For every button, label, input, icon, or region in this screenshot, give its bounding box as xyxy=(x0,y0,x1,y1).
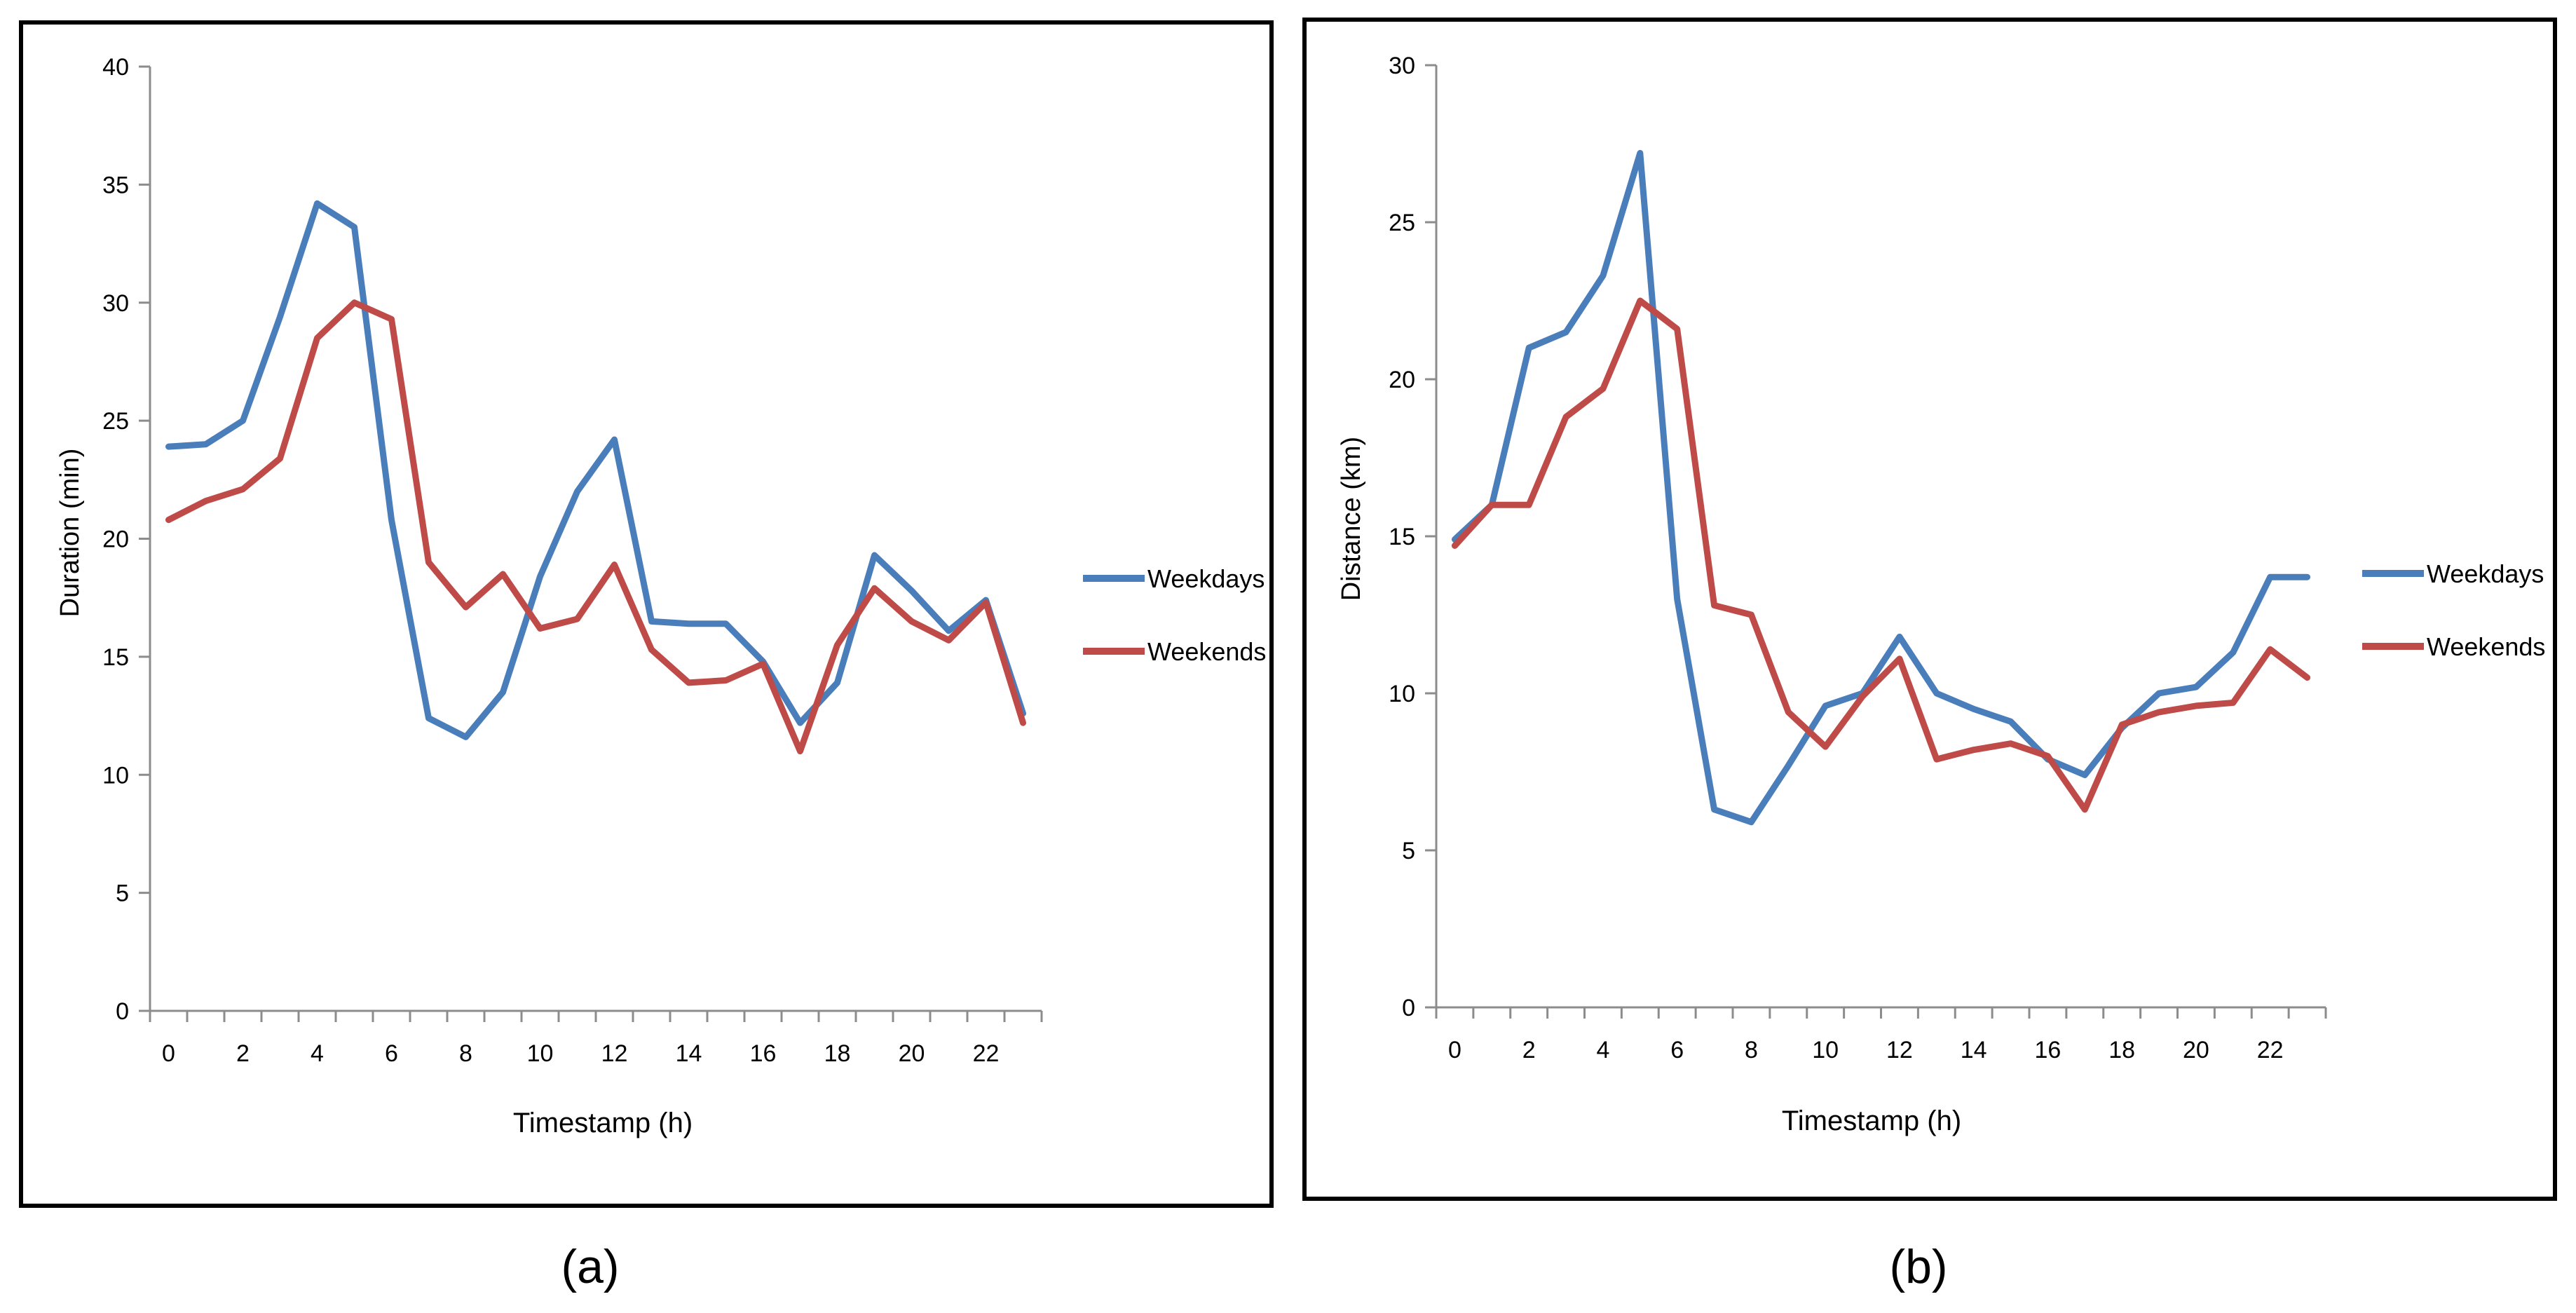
y-tick-label: 25 xyxy=(102,408,129,435)
panel-a-axes: 0 5 10 15 20 25 30 35 40 0 2 4 6 8 10 12 14 16 18 20 22 xyxy=(102,54,1043,1067)
y-tick-label: 10 xyxy=(1389,681,1415,707)
x-tick-label: 4 xyxy=(311,1040,324,1067)
x-tick-label: 18 xyxy=(2108,1037,2135,1063)
panel-a-ylabel: Duration (min) xyxy=(55,449,85,618)
panel-a: 0 5 10 15 20 25 30 35 40 0 2 4 6 8 10 12 14 16 18 20 22 Week… xyxy=(19,20,1274,1293)
x-tick-label: 20 xyxy=(899,1040,925,1067)
x-tick-label: 10 xyxy=(527,1040,554,1067)
legend-label-weekdays: Weekdays xyxy=(1147,564,1265,593)
y-tick-label: 25 xyxy=(1389,210,1415,236)
y-tick-label: 10 xyxy=(102,762,129,789)
x-tick-label: 6 xyxy=(385,1040,398,1067)
panel-a-legend: Weekdays Weekends xyxy=(1083,564,1266,666)
y-tick-label: 30 xyxy=(1389,53,1415,79)
panel-b-ylabel: Distance (km) xyxy=(1337,437,1366,601)
panel-a-caption: (a) xyxy=(561,1240,619,1293)
x-tick-label: 12 xyxy=(601,1040,628,1067)
legend-label-weekends: Weekends xyxy=(2427,632,2545,661)
x-tick-label: 6 xyxy=(1670,1037,1684,1063)
panel-b-legend: Weekdays Weekends xyxy=(2362,559,2545,661)
x-tick-label: 18 xyxy=(824,1040,851,1067)
panel-b-xlabel: Timestamp (h) xyxy=(1782,1105,1961,1136)
panel-b-frame xyxy=(1302,18,2557,1201)
x-tick-label: 22 xyxy=(973,1040,1000,1067)
y-tick-label: 5 xyxy=(1402,838,1415,864)
y-tick-label: 0 xyxy=(116,998,129,1025)
y-tick-label: 20 xyxy=(102,526,129,553)
x-tick-label: 8 xyxy=(459,1040,472,1067)
panel-b-axes: 0 5 10 15 20 25 30 0 2 4 6 8 10 12 14 16 18 20 22 xyxy=(1389,53,2327,1063)
legend-label-weekends: Weekends xyxy=(1147,637,1266,666)
y-tick-label: 30 xyxy=(102,290,129,317)
panel-b-caption: (b) xyxy=(1889,1240,1947,1293)
x-tick-label: 2 xyxy=(1522,1037,1536,1063)
x-tick-label: 2 xyxy=(236,1040,250,1067)
panel-a-xlabel: Timestamp (h) xyxy=(513,1108,693,1138)
x-tick-label: 14 xyxy=(1961,1037,1987,1063)
x-tick-label: 14 xyxy=(676,1040,702,1067)
x-tick-label: 16 xyxy=(750,1040,777,1067)
series-line-weekends xyxy=(1451,297,2311,813)
y-tick-label: 40 xyxy=(102,54,129,81)
x-tick-label: 16 xyxy=(2035,1037,2062,1063)
panel-b: 0 5 10 15 20 25 30 0 2 4 6 8 10 12 14 16 18 20 22 Weekdays… xyxy=(1302,18,2557,1293)
x-tick-label: 4 xyxy=(1596,1037,1609,1063)
x-tick-label: 20 xyxy=(2183,1037,2209,1063)
y-tick-label: 35 xyxy=(102,172,129,198)
y-tick-label: 15 xyxy=(1389,524,1415,550)
series-line-weekends xyxy=(165,299,1026,755)
series-line-weekdays xyxy=(1451,149,2311,826)
panel-a-frame xyxy=(19,20,1274,1208)
series-line-weekdays xyxy=(165,200,1026,740)
x-tick-label: 0 xyxy=(1448,1037,1461,1063)
y-tick-label: 15 xyxy=(102,644,129,671)
x-tick-label: 10 xyxy=(1812,1037,1839,1063)
y-tick-label: 0 xyxy=(1402,995,1415,1021)
x-tick-label: 0 xyxy=(162,1040,175,1067)
x-tick-label: 12 xyxy=(1886,1037,1913,1063)
y-tick-label: 5 xyxy=(116,880,129,907)
panel-b-series xyxy=(1451,149,2311,826)
y-tick-label: 20 xyxy=(1389,367,1415,393)
panel-a-series xyxy=(165,200,1026,755)
x-tick-label: 22 xyxy=(2257,1037,2284,1063)
x-tick-label: 8 xyxy=(1745,1037,1758,1063)
legend-label-weekdays: Weekdays xyxy=(2427,559,2544,588)
